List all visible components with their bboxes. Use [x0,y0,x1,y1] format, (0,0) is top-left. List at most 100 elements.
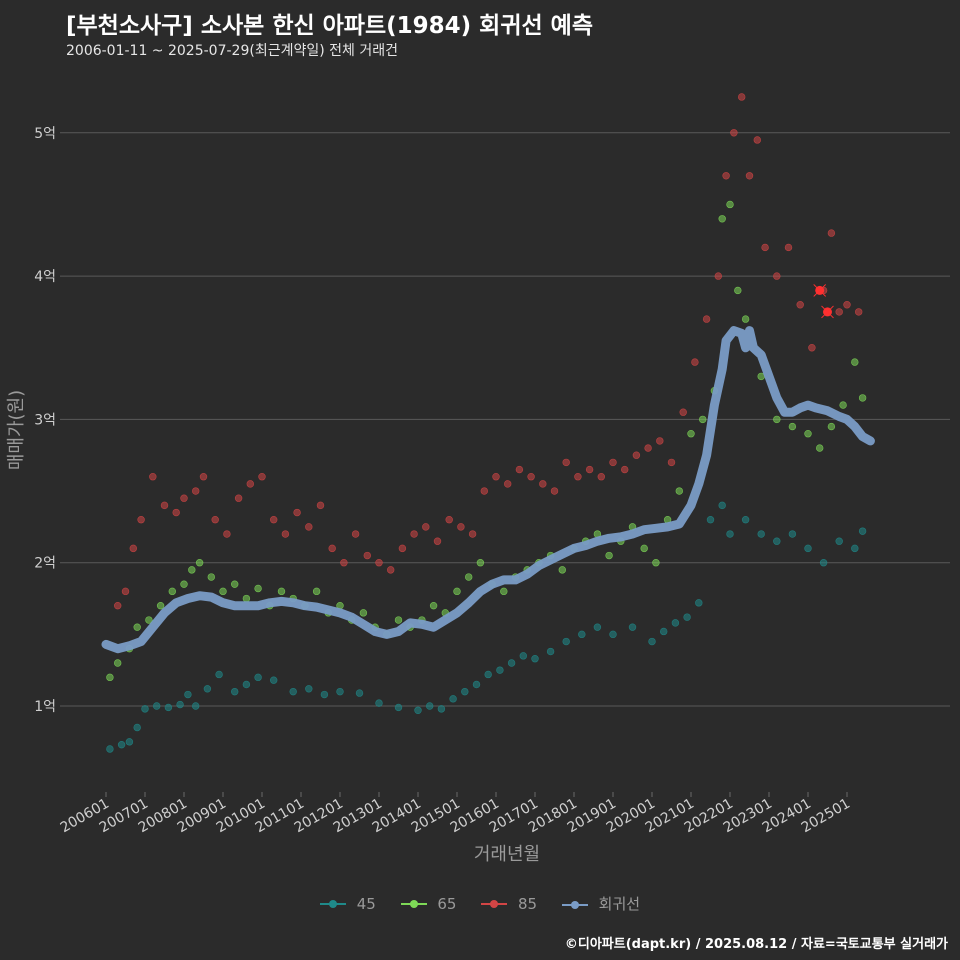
point-45 [336,687,344,696]
point-85 [620,465,629,474]
point-85 [351,530,360,538]
point-45 [851,544,859,553]
point-45 [203,685,212,693]
point-85 [137,516,145,524]
point-65 [359,609,368,617]
point-45 [659,627,668,636]
point-45 [757,530,765,538]
point-85 [691,358,699,366]
point-85 [234,494,243,502]
point-85 [562,458,570,467]
point-85 [730,129,738,137]
point-85 [827,229,836,237]
point-45 [741,516,750,524]
y-axis-title: 매매가(원) [6,390,27,470]
point-45 [695,599,703,607]
point-45 [578,630,586,639]
point-65 [453,587,461,596]
point-85 [574,473,582,481]
chart-title: [부천소사구] 소사본 한신 아파트(1984) 회귀선 예측 [66,13,593,39]
point-65 [156,601,165,610]
point-85 [293,508,301,517]
point-85 [223,530,231,538]
point-65 [207,573,216,581]
legend-item-regression: 회귀선 [561,893,640,914]
point-65 [804,430,812,438]
y-tick-label: 5억 [34,126,56,142]
point-85 [316,501,325,510]
point-85 [457,523,465,531]
point-45 [141,705,149,713]
point-65 [465,573,473,581]
point-65 [858,394,867,402]
point-85 [773,272,781,280]
point-85 [445,516,453,524]
point-45 [773,537,781,545]
point-45 [507,659,516,667]
point-45 [254,673,262,682]
point-65 [788,422,797,431]
point-85 [258,473,266,481]
point-45 [858,527,867,535]
point-45 [461,687,469,696]
point-65 [652,558,660,567]
point-45 [484,670,492,679]
point-85 [199,473,208,481]
point-45 [153,702,161,710]
point-85 [796,301,804,309]
point-85 [340,558,348,567]
point-65 [839,401,847,409]
point-85 [180,494,188,502]
point-45 [804,544,812,553]
point-85 [597,473,605,481]
point-45 [562,637,570,646]
point-45 [519,652,527,660]
point-45 [375,699,383,707]
point-45 [788,530,797,538]
point-45 [706,516,715,524]
point-85 [398,544,407,553]
point-85 [113,601,122,610]
point-45 [648,637,656,646]
point-45 [437,705,446,713]
point-65 [106,673,114,682]
point-85 [784,243,793,252]
point-85 [527,473,535,481]
source-caption: ©디아파트(dapt.kr) / 2025.08.12 / 자료=국토교통부 실… [564,937,948,952]
point-85 [722,172,730,180]
point-45 [215,670,223,679]
point-45 [289,687,297,696]
point-85 [539,480,547,488]
point-45 [531,655,539,663]
point-45 [184,690,192,699]
point-45 [133,723,141,732]
point-45 [819,558,828,567]
point-65 [429,601,438,610]
point-85 [270,516,278,524]
y-tick-label: 3억 [34,412,56,428]
point-85 [281,530,290,538]
point-85 [808,344,816,352]
point-85 [745,172,754,180]
point-85 [363,551,371,560]
point-45 [231,687,239,696]
point-45 [164,703,173,712]
point-85 [679,408,687,416]
point-65 [851,358,859,366]
point-85 [468,530,477,538]
point-85 [149,473,157,481]
point-45 [609,630,617,639]
point-85 [550,487,559,495]
legend-item-85: 85 [481,895,537,913]
point-65 [815,444,824,452]
point-65 [734,286,742,295]
point-85 [843,301,851,309]
point-85 [761,243,769,252]
point-85 [737,93,746,101]
legend-label-85: 85 [518,894,538,913]
point-45 [305,685,313,693]
point-85 [492,473,500,481]
point-85 [753,136,761,144]
chart-subtitle: 2006-01-11 ~ 2025-07-29(최근계약일) 전체 거래건 [66,43,398,59]
regression-line [101,326,875,654]
